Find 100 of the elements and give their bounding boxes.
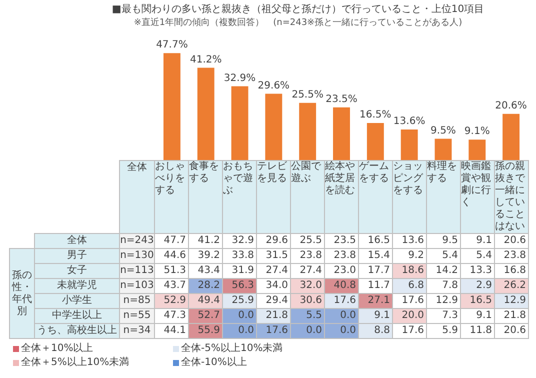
data-label: 17.6 (393, 294, 426, 308)
data-label: 52.7 (189, 309, 222, 323)
data-label: 47.7% (156, 40, 188, 51)
x-tick-label: おしゃべりをする (155, 161, 188, 233)
data-label: 7.8 (427, 279, 460, 293)
data-label: 0.0 (325, 324, 358, 338)
x-tick-label: 孫の親抜きで一緒にしていることはない (495, 161, 528, 233)
data-label: 0.0 (291, 324, 324, 338)
bar (333, 107, 350, 160)
data-label: 9.5% (430, 125, 456, 136)
y-tick-label: 小学生 (35, 294, 119, 308)
bar (265, 94, 282, 160)
y2-tick-label: n=34 (120, 324, 154, 338)
y-tick-label: うち、高校生以上 (35, 324, 119, 338)
y-tick-label: 男子 (35, 249, 119, 263)
data-label: 41.2% (190, 54, 222, 66)
bar (366, 123, 384, 160)
data-label: 13.6 (393, 234, 426, 248)
data-label: 56.3 (223, 279, 256, 293)
data-label: 21.8 (495, 309, 528, 323)
data-label: 32.0 (291, 279, 324, 293)
x-tick-label: ゲームをする (359, 161, 392, 233)
bar (434, 138, 452, 160)
x-tick-label: 絵本や紙芝居を読む (325, 161, 358, 233)
data-label: 12.9 (495, 294, 528, 308)
data-label: 31.9 (223, 264, 256, 278)
data-label: 6.8 (393, 279, 426, 293)
data-label: 17.6 (257, 324, 290, 338)
data-label: 11.7 (359, 279, 392, 293)
data-label: 33.8 (223, 249, 256, 263)
text: 全体-10%以上 (181, 356, 247, 369)
data-label: 12.9 (427, 294, 460, 308)
bar (502, 114, 520, 160)
data-label: 5.5 (291, 309, 324, 323)
data-label: 55.9 (189, 324, 222, 338)
x-tick-label: おもちゃで遊ぶ (223, 161, 256, 233)
data-label: 2.9 (461, 279, 494, 293)
x-tick-label: ショッピングをする (393, 161, 426, 233)
x-tick-label: テレビを見る (257, 161, 290, 233)
y2-tick-label: n=243 (120, 234, 154, 248)
data-label: 0.0 (325, 309, 358, 323)
y-tick-label: 全体 (35, 234, 119, 248)
x-tick-label: 料理をする (427, 161, 460, 233)
data-label: 44.6 (155, 249, 188, 263)
data-label: 52.9 (155, 294, 188, 308)
data-label: 9.1% (464, 126, 490, 138)
data-label: 30.6 (291, 294, 324, 308)
bar (163, 53, 180, 160)
data-label: 29.6 (257, 234, 290, 248)
bar (231, 86, 248, 160)
data-label: 20.0 (393, 309, 426, 323)
bar (468, 140, 486, 160)
data-label: 27.4 (291, 264, 324, 278)
data-label: 17.7 (359, 264, 392, 278)
data-label: 34.0 (257, 279, 290, 293)
data-label: 41.2 (189, 234, 222, 248)
data-label: 32.9 (223, 234, 256, 248)
data-label: 13.3 (461, 264, 494, 278)
data-label: 20.6 (495, 234, 528, 248)
y-tick-label: 中学生以上 (35, 309, 119, 323)
data-label: 39.2 (189, 249, 222, 263)
data-label: 5.4 (461, 249, 494, 263)
y-tick-label: 未就学児 (35, 279, 119, 293)
data-label: 27.4 (257, 264, 290, 278)
data-label: 16.5 (359, 234, 392, 248)
y2-tick-label: n=113 (120, 264, 154, 278)
data-label: 47.3 (155, 309, 188, 323)
data-label: 9.2 (393, 249, 426, 263)
y-axis-title: 孫の性・年代別 (10, 249, 34, 338)
data-label: 25.5 (291, 234, 324, 248)
data-label: 25.5% (292, 89, 324, 100)
data-label: 5.9 (427, 324, 460, 338)
data-label: 8.8 (359, 324, 392, 338)
data-label: 23.5 (325, 234, 358, 248)
text: 全体-5%以上10%未満 (181, 342, 283, 355)
data-label: 9.1 (359, 309, 392, 323)
data-label: 20.6% (495, 100, 527, 112)
data-label: 5.4 (427, 249, 460, 263)
y2-tick-label: n=130 (120, 249, 154, 263)
data-label: 23.8 (495, 249, 528, 263)
data-label: 23.5% (326, 94, 358, 105)
data-label: 18.6 (393, 264, 426, 278)
data-label: 16.5 (461, 294, 494, 308)
data-label: 13.6% (393, 116, 426, 128)
data-label: 16.5% (360, 110, 392, 121)
data-label: 32.9% (224, 72, 256, 84)
x-tick-label: 公園で遊ぶ (291, 161, 324, 233)
y2-tick-label: n=103 (120, 279, 154, 293)
data-label: 23.8 (291, 249, 324, 263)
data-label: 17.6 (325, 294, 358, 308)
chart-title: ■最も関わりの多い孫と親抜き（祖父母と孫だけ）で行っていること・上位10項目 (110, 3, 486, 16)
data-label: 49.4 (189, 294, 222, 308)
data-label: 0.0 (223, 309, 256, 323)
data-label: 47.7 (155, 234, 188, 248)
y-tick-label: 女子 (35, 264, 119, 278)
data-label: 26.2 (495, 279, 528, 293)
data-label: 29.6% (258, 80, 290, 92)
chart-subtitle: ※直近1年間の傾向（複数回答） (n=243※孫と一緒に行っていることがある人) (132, 17, 464, 29)
data-label: 0.0 (223, 324, 256, 338)
data-label: 11.8 (461, 324, 494, 338)
